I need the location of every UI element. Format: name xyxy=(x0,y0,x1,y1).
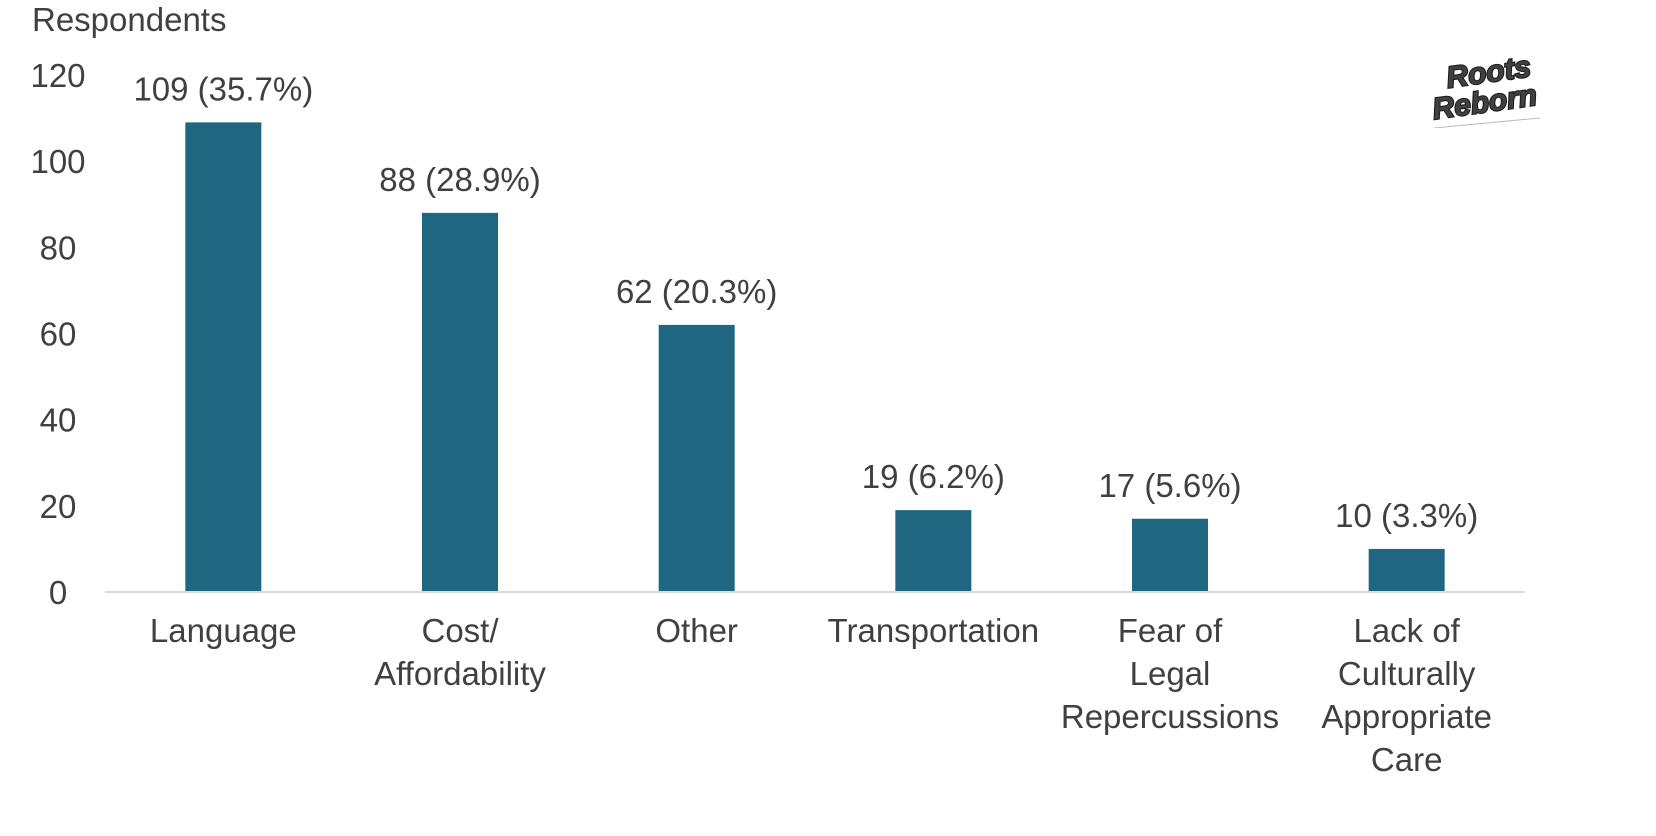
x-tick-label: Other xyxy=(655,612,738,649)
data-labels-group: 109 (35.7%) 88 (28.9%) 62 (20.3%) 19 (6.2%)… xyxy=(133,70,1478,534)
bar xyxy=(422,212,498,592)
y-axis-ticks: 0 20 40 60 80 100 120 xyxy=(30,57,85,611)
bar-value-label: 109 (35.7%) xyxy=(133,70,313,107)
x-tick-label: Cost/Affordability xyxy=(374,612,546,692)
x-axis-labels: Language Cost/Affordability Other Transport… xyxy=(150,612,1492,778)
bar-value-label: 88 (28.9%) xyxy=(379,161,540,198)
bars-group xyxy=(185,122,1445,593)
bar xyxy=(185,122,262,593)
y-tick-label: 60 xyxy=(40,316,77,353)
bar xyxy=(895,510,972,592)
y-tick-label: 120 xyxy=(30,57,85,94)
y-tick-label: 0 xyxy=(49,574,67,611)
x-tick-label: Lack of Culturally Appropriate Care xyxy=(1321,612,1492,778)
y-tick-label: 100 xyxy=(30,143,85,180)
logo-underline xyxy=(1433,117,1541,128)
bar-value-label: 17 (5.6%) xyxy=(1098,467,1241,504)
y-tick-label: 20 xyxy=(40,488,77,525)
y-tick-label: 80 xyxy=(40,229,77,266)
roots-reborn-logo: Roots Reborn xyxy=(1432,49,1541,128)
bar xyxy=(1132,518,1208,592)
x-tick-label: Transportation xyxy=(828,612,1040,649)
y-axis-title: Respondents xyxy=(32,1,227,38)
bar xyxy=(1368,548,1445,592)
bar-value-label: 19 (6.2%) xyxy=(862,458,1005,495)
bar xyxy=(658,324,735,592)
x-tick-label: Fear of Legal Repercussions xyxy=(1061,612,1279,735)
y-tick-label: 40 xyxy=(40,402,77,439)
x-tick-label: Language xyxy=(150,612,297,649)
bar-value-label: 62 (20.3%) xyxy=(616,273,777,310)
bar-value-label: 10 (3.3%) xyxy=(1335,497,1478,534)
